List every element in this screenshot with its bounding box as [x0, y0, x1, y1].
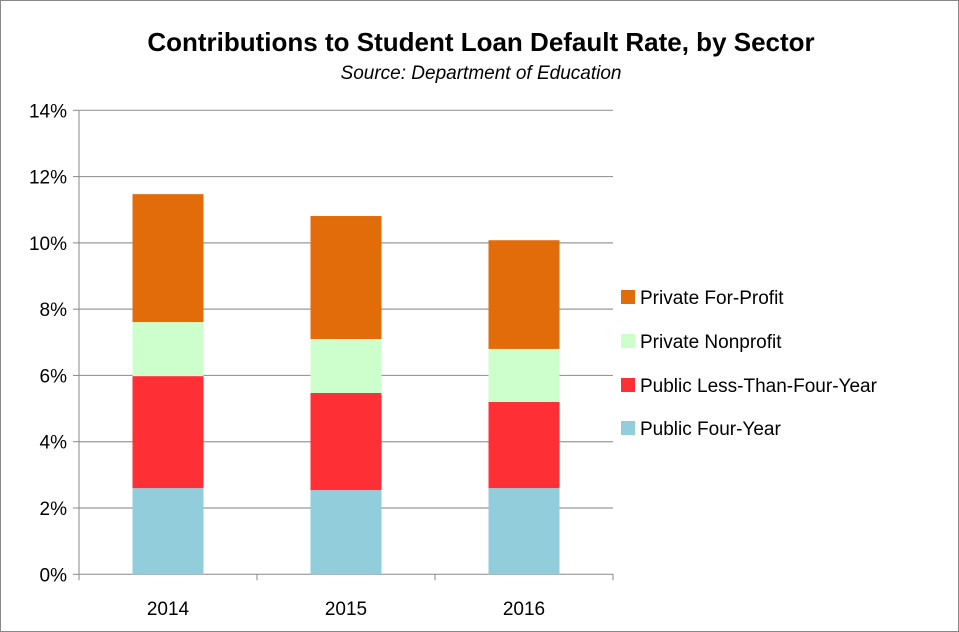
- chart-subtitle: Source: Department of Education: [340, 63, 622, 84]
- y-tick-label: 4%: [40, 433, 68, 454]
- bar-segment-public-four-year: [132, 488, 204, 575]
- bar-segment-public-less-than-four-year: [488, 401, 560, 489]
- legend-label: Private For-Profit: [640, 288, 784, 309]
- bar-segment-private-for-profit: [310, 216, 382, 339]
- legend-label: Private Nonprofit: [640, 332, 782, 353]
- legend-label: Public Four-Year: [640, 419, 781, 440]
- bar-segment-private-nonprofit: [132, 322, 204, 377]
- x-tick-label: 2015: [325, 599, 367, 620]
- y-tick-label: 0%: [40, 565, 68, 586]
- bar-segment-private-nonprofit: [488, 348, 560, 402]
- legend-swatch: [621, 290, 635, 304]
- legend-swatch: [621, 334, 635, 348]
- y-tick-label: 8%: [40, 300, 68, 321]
- bar-segment-public-less-than-four-year: [310, 393, 382, 491]
- bar-segment-public-four-year: [488, 488, 560, 575]
- chart-title: Contributions to Student Loan Default Ra…: [147, 27, 815, 57]
- y-tick-label: 12%: [29, 168, 67, 189]
- y-tick-label: 14%: [29, 101, 67, 122]
- x-tick-label: 2016: [503, 599, 545, 620]
- legend-swatch: [621, 378, 635, 392]
- x-tick-label: 2014: [147, 599, 190, 620]
- y-tick-label: 10%: [29, 234, 67, 255]
- bar-segment-public-four-year: [310, 490, 382, 575]
- y-tick-label: 2%: [40, 499, 68, 520]
- y-tick-label: 6%: [40, 366, 68, 387]
- bar-segment-private-for-profit: [132, 194, 204, 323]
- bar-segment-private-nonprofit: [310, 338, 382, 394]
- legend-label: Public Less-Than-Four-Year: [640, 376, 878, 397]
- bar-segment-private-for-profit: [488, 240, 560, 349]
- legend-swatch: [621, 421, 635, 435]
- bar-segment-public-less-than-four-year: [132, 376, 204, 489]
